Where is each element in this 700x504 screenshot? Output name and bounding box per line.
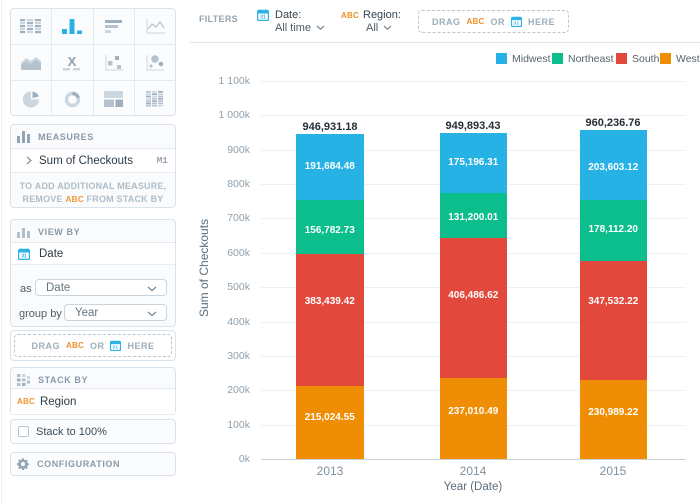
svg-text:X: X — [68, 55, 77, 69]
svg-text:31: 31 — [513, 21, 519, 26]
svg-text:31: 31 — [113, 345, 119, 350]
svg-text:31: 31 — [260, 15, 266, 21]
svg-text:31: 31 — [21, 253, 27, 259]
